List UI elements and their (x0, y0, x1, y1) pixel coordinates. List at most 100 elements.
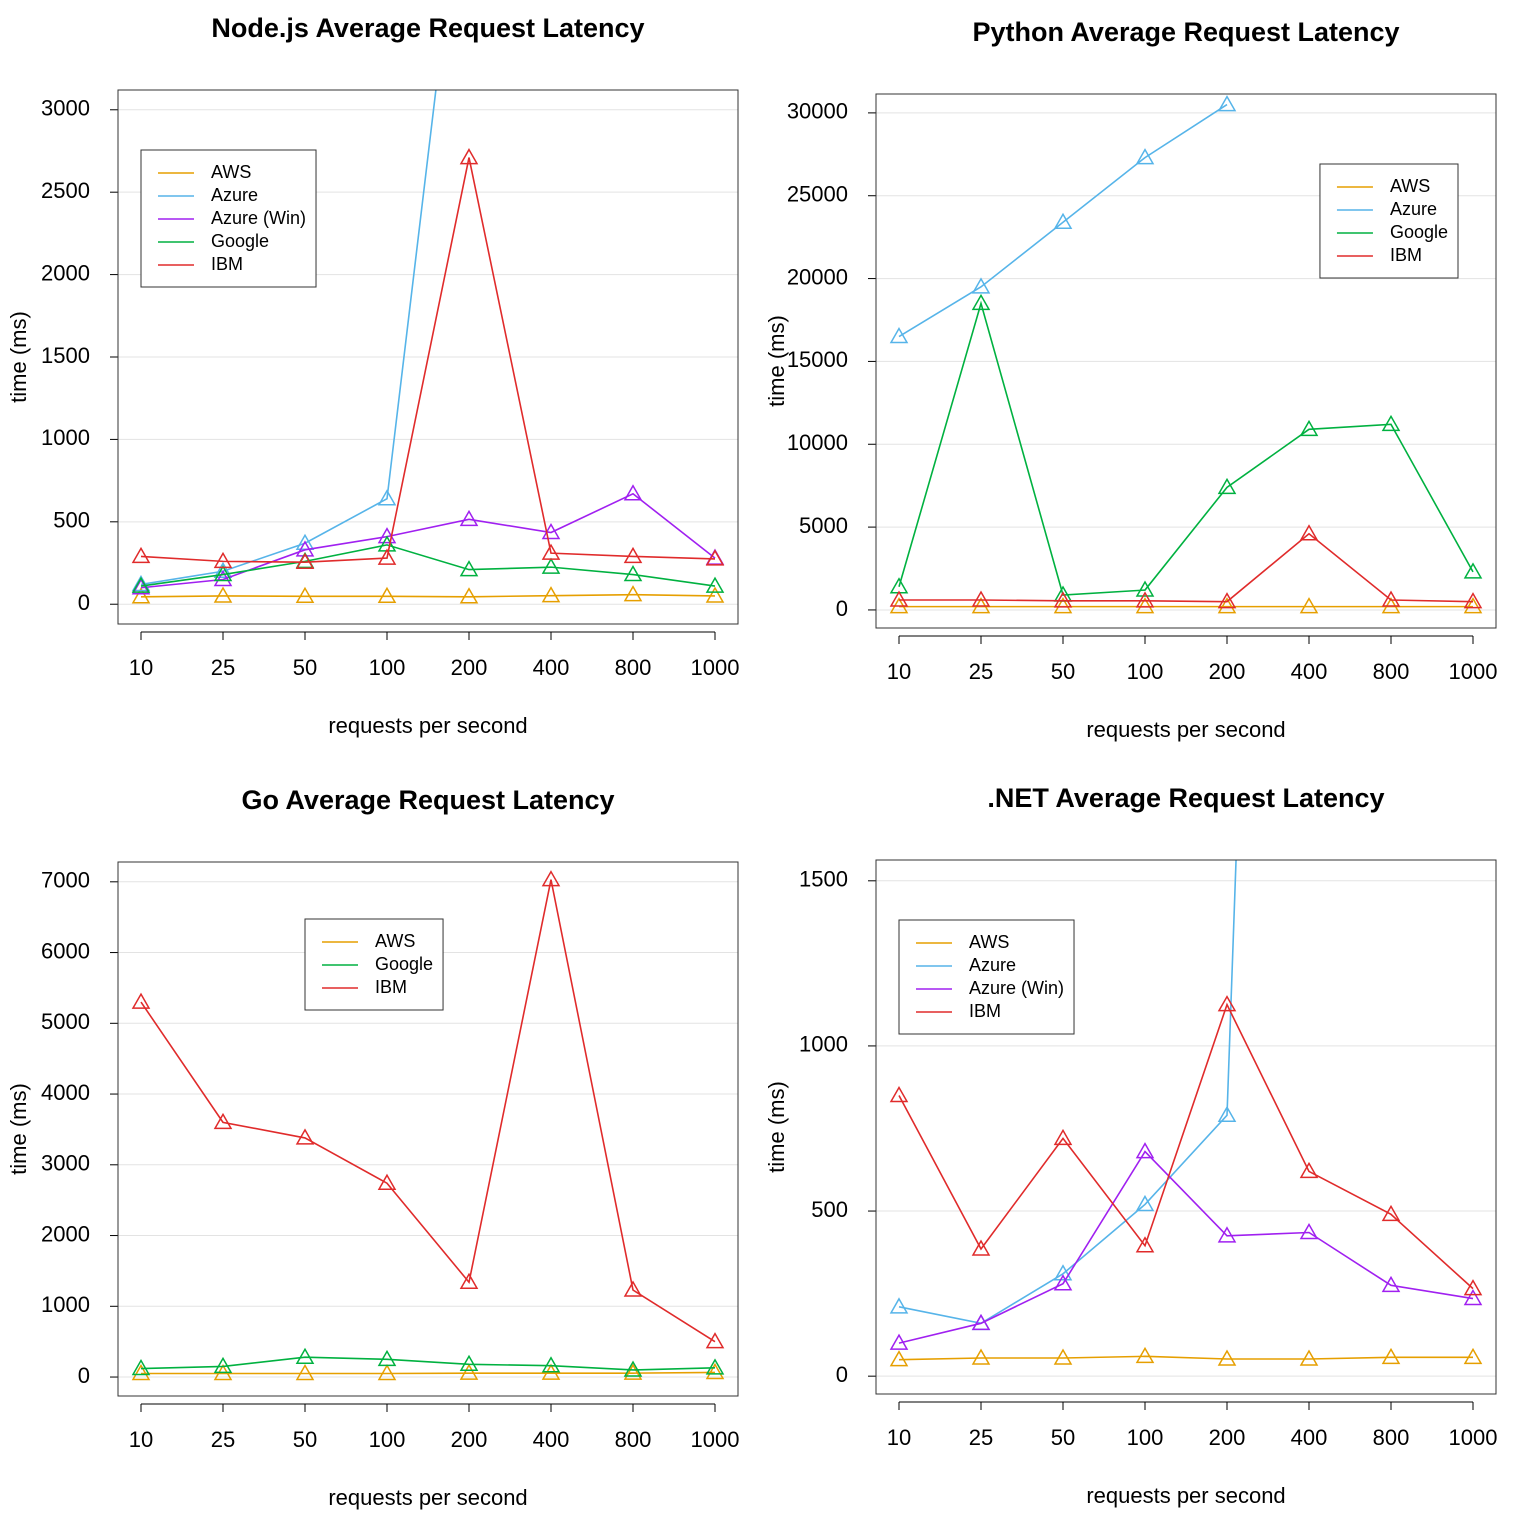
point-marker (623, 1280, 643, 1297)
point-marker (459, 587, 479, 604)
x-tick-label: 1000 (1449, 659, 1498, 684)
y-tick-label: 3000 (41, 1151, 90, 1176)
y-axis-label: time (ms) (6, 1083, 31, 1175)
y-tick-label: 30000 (787, 99, 848, 124)
point-marker (295, 586, 315, 604)
point-marker (889, 1085, 909, 1103)
y-tick-label: 25000 (787, 182, 848, 207)
point-marker (213, 561, 233, 579)
point-marker (213, 569, 233, 587)
x-tick-label: 200 (451, 1427, 488, 1452)
x-tick-label: 50 (1051, 659, 1075, 684)
point-marker (131, 578, 151, 595)
point-marker (459, 148, 479, 165)
point-marker (1135, 148, 1155, 165)
point-marker (1217, 477, 1237, 495)
series-line (141, 1371, 716, 1375)
point-marker (213, 1112, 233, 1130)
point-marker (1135, 597, 1155, 614)
legend-label: Azure (1390, 199, 1437, 219)
y-tick-label: 1000 (799, 1032, 848, 1057)
legend-label: AWS (1390, 176, 1430, 196)
point-marker (1053, 1348, 1073, 1365)
y-axis-label: time (ms) (764, 1081, 789, 1173)
x-tick-label: 100 (1127, 1425, 1164, 1450)
point-marker (1299, 1223, 1319, 1240)
plot-frame (875, 93, 1497, 629)
point-marker (1053, 1274, 1073, 1291)
x-axis-label: requests per second (328, 1485, 527, 1510)
point-marker (1381, 414, 1401, 432)
point-marker (889, 1297, 909, 1314)
point-marker (623, 1360, 643, 1377)
x-tick-label: 10 (129, 1427, 153, 1452)
legend: AWS Azure Azure (Win) IBM (898, 919, 1075, 1035)
point-marker (131, 546, 151, 564)
point-marker (623, 565, 643, 582)
series-line (140, 90, 437, 586)
point-marker (623, 484, 643, 501)
y-tick-label: 1000 (41, 425, 90, 450)
point-marker (459, 1363, 479, 1380)
series-line (140, 879, 716, 1343)
y-tick-label: 6000 (41, 938, 90, 963)
x-tick-label: 10 (887, 659, 911, 684)
point-marker (1381, 1204, 1401, 1222)
x-tick-label: 400 (1291, 1425, 1328, 1450)
y-tick-label: 500 (811, 1197, 848, 1222)
point-marker (971, 277, 991, 294)
series-line (898, 300, 1474, 596)
point-marker (971, 293, 991, 311)
y-tick-label: 0 (836, 1362, 848, 1387)
point-marker (1463, 1347, 1483, 1365)
point-marker (131, 587, 151, 604)
point-marker (971, 1313, 991, 1331)
point-marker (705, 1358, 725, 1375)
point-marker (213, 565, 233, 582)
x-tick-label: 1000 (1449, 1425, 1498, 1450)
x-tick-label: 200 (451, 655, 488, 680)
point-marker (1463, 592, 1483, 609)
point-marker (213, 1356, 233, 1374)
point-marker (377, 1173, 397, 1190)
x-tick-label: 1000 (691, 1427, 740, 1452)
chart-title: .NET Average Request Latency (987, 783, 1384, 813)
point-marker (131, 576, 151, 593)
point-marker (377, 548, 397, 565)
series-line (898, 1355, 1473, 1361)
point-marker (971, 590, 991, 607)
point-marker (459, 560, 479, 577)
x-axis-label: requests per second (1086, 717, 1285, 742)
point-marker (1463, 1279, 1483, 1296)
series-line (898, 1150, 1474, 1344)
legend-box (1319, 163, 1459, 279)
point-marker (971, 1348, 991, 1365)
plot-content (889, 95, 1483, 614)
plot-content (889, 860, 1483, 1367)
x-tick-label: 400 (1291, 659, 1328, 684)
series-line (140, 1356, 716, 1371)
y-tick-label: 7000 (41, 868, 90, 893)
point-marker (1135, 580, 1155, 597)
point-marker (705, 1332, 725, 1349)
point-marker (459, 509, 479, 527)
point-marker (1135, 1194, 1155, 1212)
legend: AWS Azure Azure (Win) Google IBM (140, 149, 317, 288)
plot-content (131, 90, 725, 604)
point-marker (1053, 597, 1073, 614)
point-marker (1217, 597, 1237, 614)
point-marker (1299, 419, 1319, 437)
plot-area (889, 860, 1483, 1367)
legend-label: Azure (211, 185, 258, 205)
point-marker (623, 546, 643, 564)
point-marker (889, 590, 909, 607)
legend-label: AWS (969, 932, 1009, 952)
legend: AWS Google IBM (304, 918, 444, 1011)
point-marker (1463, 1289, 1483, 1306)
point-marker (971, 1239, 991, 1256)
point-marker (1135, 1236, 1155, 1253)
point-marker (377, 1349, 397, 1367)
point-marker (1463, 597, 1483, 614)
series-line (140, 157, 716, 563)
legend-label: Azure (Win) (211, 208, 306, 228)
